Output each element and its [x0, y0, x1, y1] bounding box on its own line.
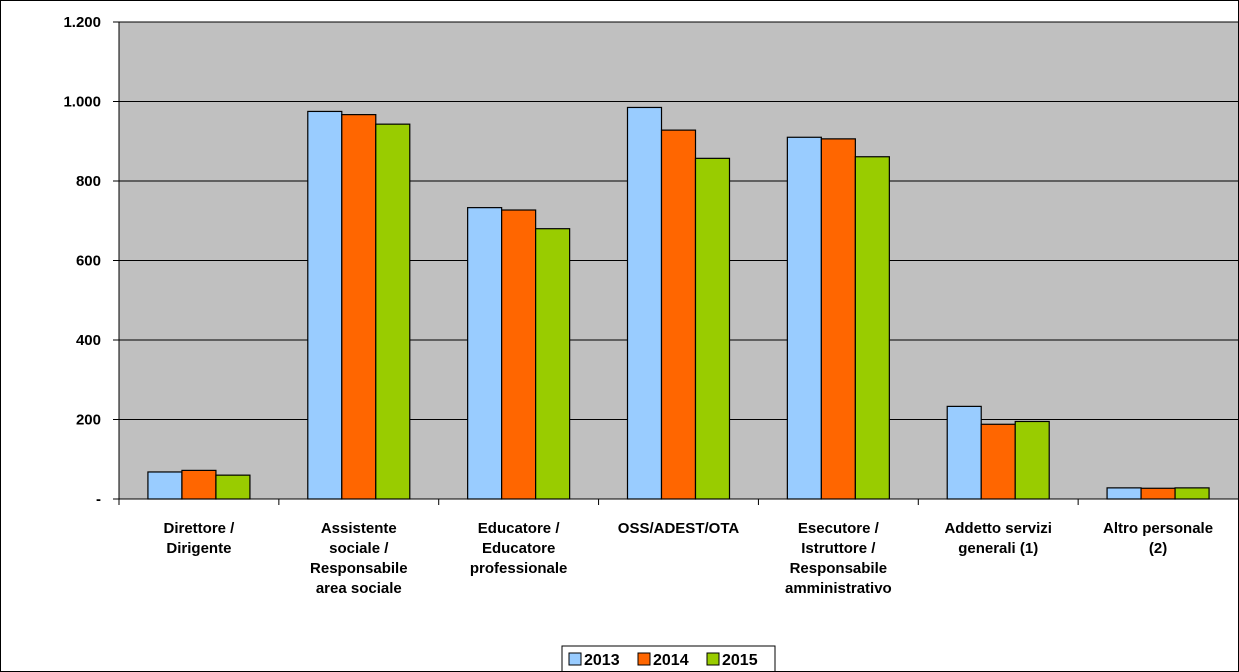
bars — [147, 106, 1210, 500]
x-category-label: Addetto servizi generali (1) — [944, 520, 1052, 557]
legend-swatch-2013 — [568, 652, 582, 666]
axes — [113, 21, 1238, 505]
bar-2015 — [215, 474, 251, 500]
x-category-label: Assistente sociale / Responsabile area soci… — [310, 520, 408, 597]
y-tick-label: - — [96, 491, 101, 508]
y-tick-label: 1.000 — [63, 94, 101, 111]
bar-2014 — [501, 209, 537, 500]
bar-2014 — [181, 469, 217, 500]
legend-label-2013: 2013 — [584, 652, 620, 669]
bar-2015 — [1174, 487, 1210, 500]
bar-2013 — [307, 110, 343, 500]
x-category-label: Altro personale (2) — [1103, 520, 1213, 557]
y-tick-label: 400 — [76, 332, 101, 349]
bar-2014 — [660, 129, 697, 500]
x-category-label: Direttore / Dirigente — [163, 520, 235, 557]
legend-box — [561, 645, 776, 671]
bar-2015 — [1014, 420, 1050, 500]
x-category-label: Educatore / Educatore professionale — [470, 520, 568, 577]
legend-label-2014: 2014 — [653, 652, 689, 669]
y-tick-label: 200 — [76, 412, 101, 429]
y-tick-label: 600 — [76, 253, 101, 270]
y-tick-label: 1.200 — [63, 14, 101, 31]
bar-2014 — [341, 114, 377, 500]
x-category-labels: Direttore / Dirigente Assistente sociale / R… — [163, 520, 1213, 597]
bar-2015 — [375, 123, 411, 500]
legend: 2013 2014 2015 — [561, 645, 776, 671]
bar-2014 — [980, 423, 1016, 500]
bar-2014 — [820, 138, 856, 500]
y-tick-label: 800 — [76, 173, 101, 190]
bar-2015 — [694, 157, 731, 500]
bar-2013 — [147, 471, 183, 500]
bar-2013 — [786, 136, 822, 500]
bar-2013 — [1106, 487, 1142, 500]
legend-label-2015: 2015 — [722, 652, 758, 669]
bar-2014 — [1140, 487, 1176, 500]
bar-2015 — [854, 156, 890, 500]
x-category-label: OSS/ADEST/OTA — [618, 520, 740, 537]
bar-2013 — [626, 106, 663, 500]
bar-2015 — [535, 228, 571, 500]
legend-swatch-2014 — [637, 652, 651, 666]
legend-swatch-2015 — [706, 652, 720, 666]
x-category-label: Esecutore / Istruttore / Responsabile ammin… — [785, 520, 892, 597]
bar-2013 — [946, 405, 982, 500]
bar-2013 — [467, 207, 503, 500]
y-tick-labels: - 200 400 600 800 1.000 1.200 — [63, 14, 101, 508]
